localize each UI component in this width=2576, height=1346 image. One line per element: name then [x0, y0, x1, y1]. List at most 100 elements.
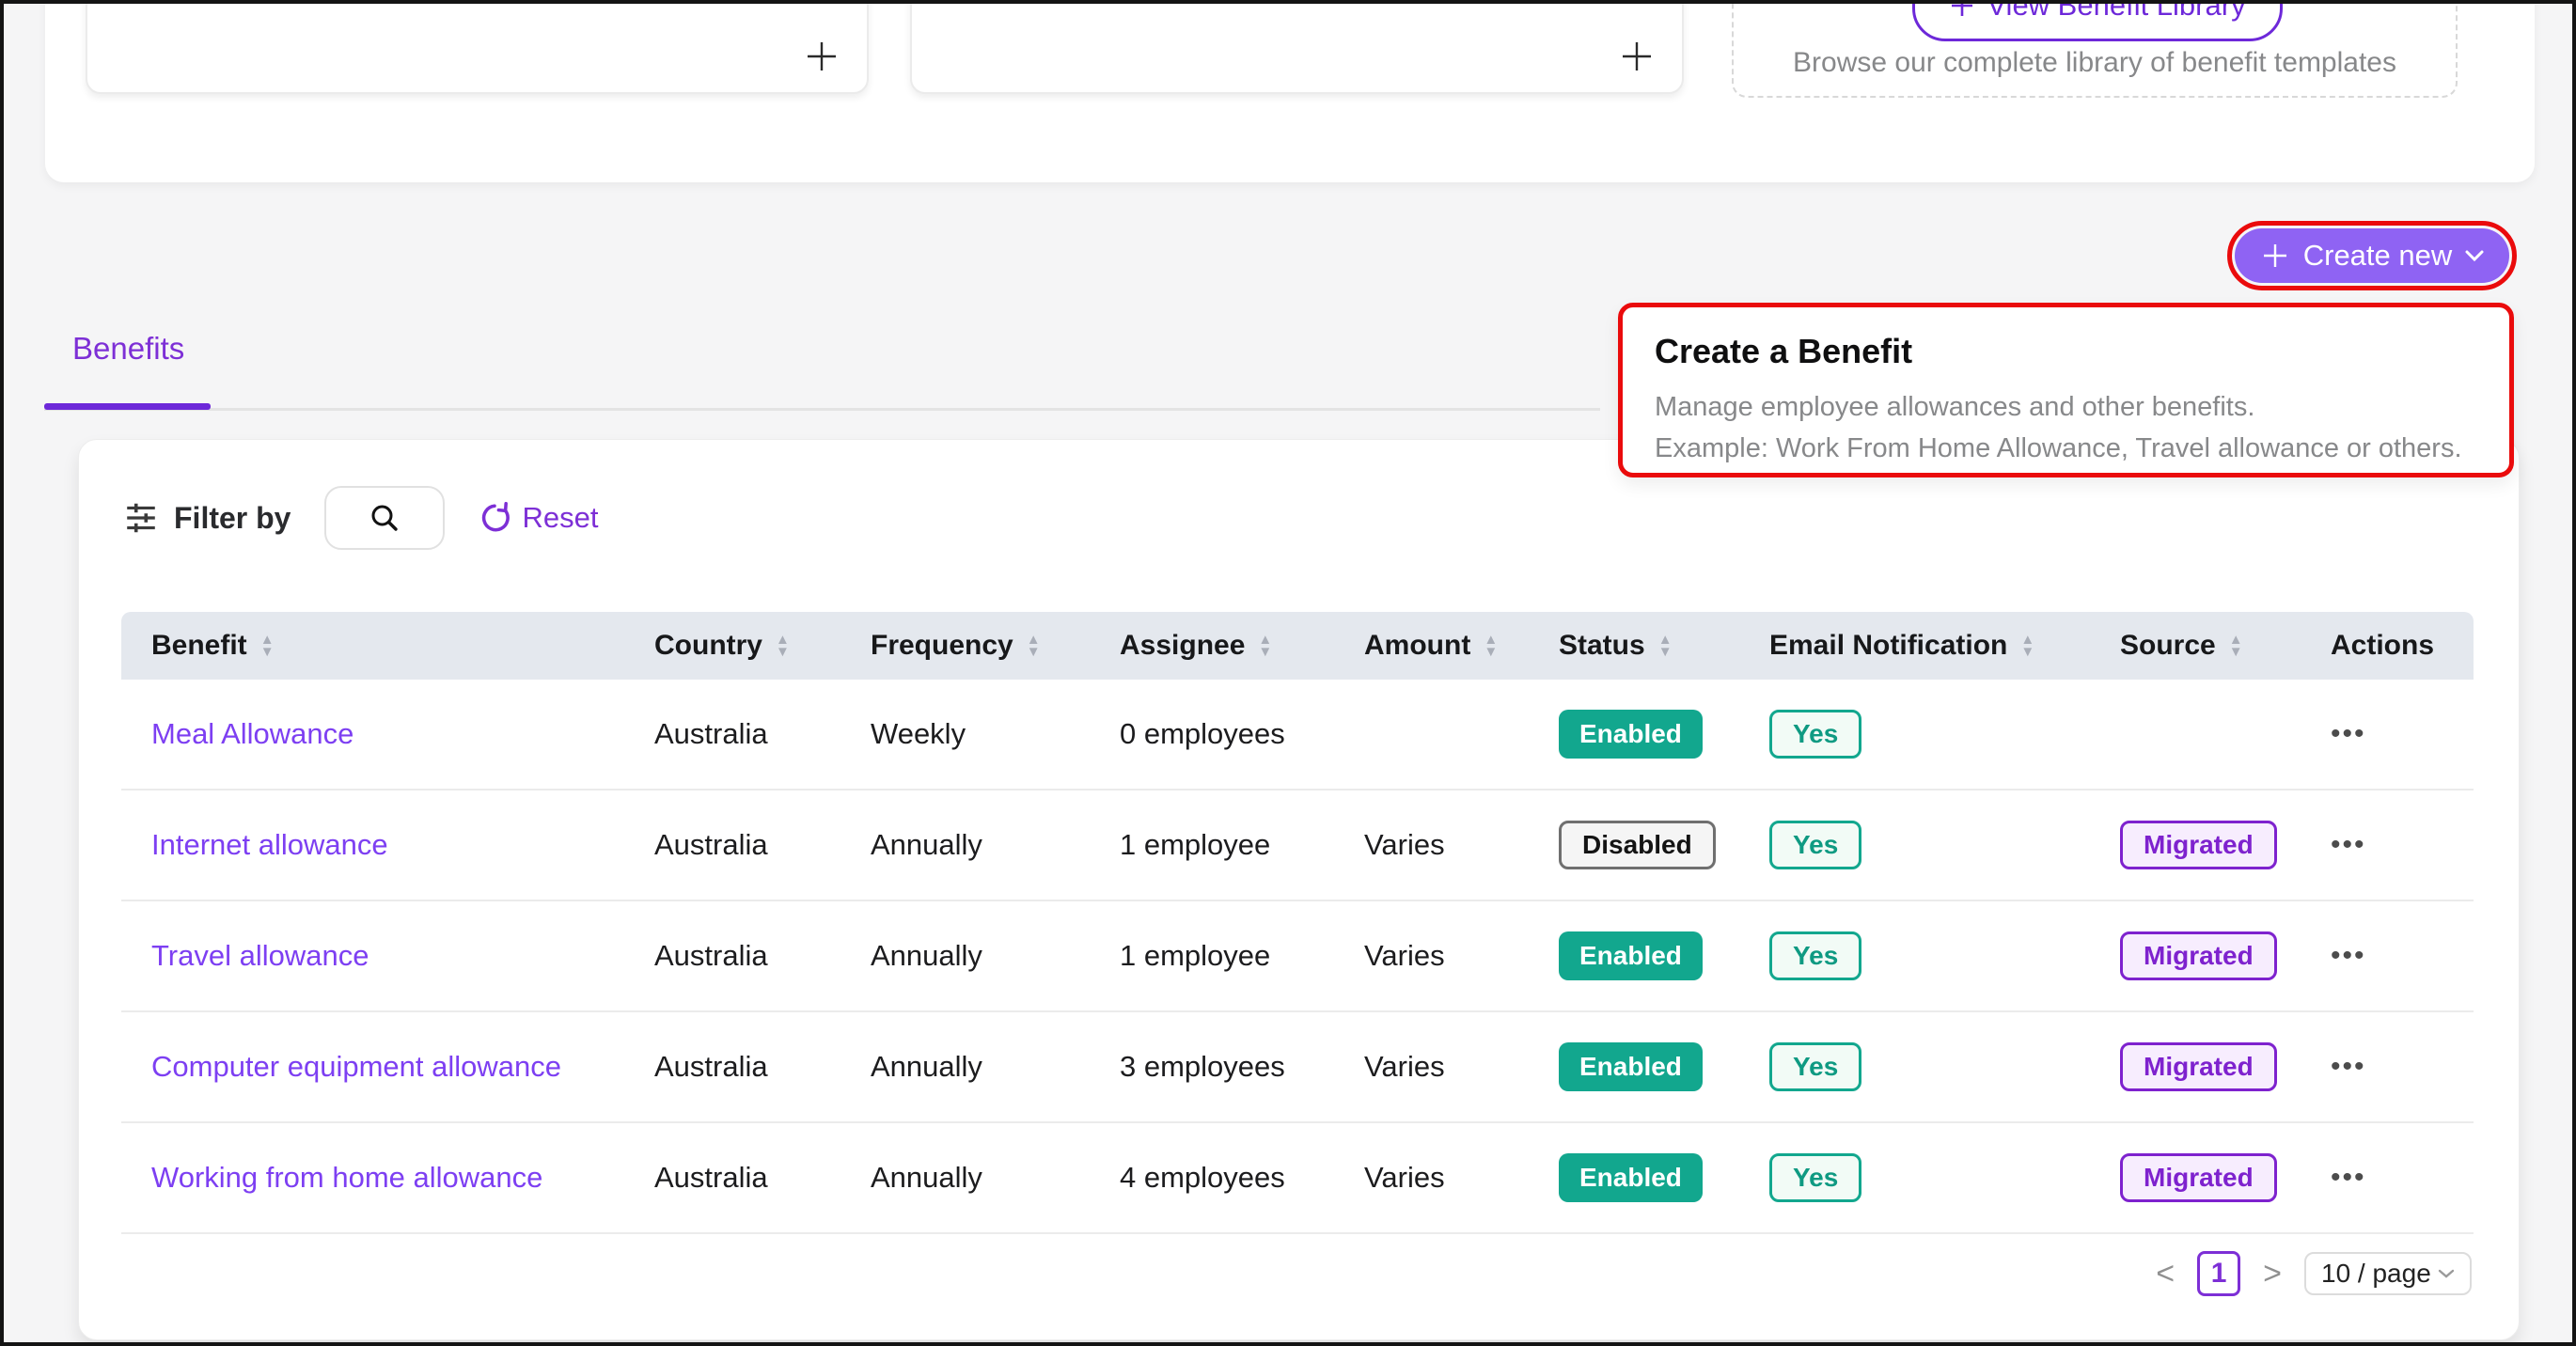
benefit-link[interactable]: Computer equipment allowance — [151, 1050, 561, 1083]
benefit-link[interactable]: Meal Allowance — [151, 717, 354, 750]
country-cell: Australia — [654, 717, 768, 750]
pagination-page-1[interactable]: 1 — [2197, 1251, 2241, 1296]
chevron-down-icon — [2465, 250, 2484, 261]
tab-benefits[interactable]: Benefits — [72, 331, 185, 366]
status-badge: Disabled — [1559, 821, 1716, 869]
sort-icon[interactable]: ▲ ▼ — [1484, 632, 1499, 660]
column-header-amount[interactable]: Amount ▲ ▼ — [1364, 630, 1499, 661]
plus-icon — [1623, 42, 1651, 70]
frequency-cell: Weekly — [871, 717, 966, 750]
search-icon — [371, 505, 399, 531]
column-header-actions: Actions — [2331, 630, 2435, 661]
email-notification-badge: Yes — [1769, 710, 1862, 759]
create-new-button[interactable]: Create new — [2235, 228, 2509, 283]
table-row: Internet allowance Australia Annually 1 … — [121, 790, 2474, 901]
create-new-label: Create new — [2302, 239, 2453, 272]
table-row: Meal Allowance Australia Weekly 0 employ… — [121, 680, 2474, 790]
annotation-highlight-create-new: Create new — [2227, 221, 2517, 290]
column-header-source[interactable]: Source ▲ ▼ — [2120, 630, 2243, 661]
benefit-library-card: View Benefit Library Browse our complete… — [1732, 0, 2458, 98]
sort-icon[interactable]: ▲ ▼ — [259, 632, 275, 660]
benefit-link[interactable]: Working from home allowance — [151, 1161, 543, 1194]
view-benefit-library-button[interactable]: View Benefit Library — [1912, 0, 2283, 41]
amount-cell: Varies — [1364, 1161, 1445, 1194]
row-actions-menu-button[interactable]: ••• — [2331, 940, 2366, 971]
reset-icon — [482, 502, 510, 532]
email-notification-badge: Yes — [1769, 931, 1862, 980]
pagination-prev-button[interactable]: < — [2156, 1255, 2175, 1291]
pagination-next-button[interactable]: > — [2263, 1255, 2282, 1291]
row-actions-menu-button[interactable]: ••• — [2331, 718, 2366, 749]
benefits-table-card: Filter by Reset Benefit ▲ ▼ Country ▲ ▼ Freq… — [78, 439, 2520, 1340]
email-notification-badge: Yes — [1769, 1153, 1862, 1202]
sort-icon[interactable]: ▲ ▼ — [776, 632, 790, 660]
table-row: Computer equipment allowance Australia A… — [121, 1012, 2474, 1123]
frequency-cell: Annually — [871, 1161, 982, 1194]
view-benefit-library-label: View Benefit Library — [1987, 0, 2246, 22]
assignee-cell: 1 employee — [1120, 828, 1271, 861]
status-badge: Enabled — [1559, 710, 1703, 759]
chevron-down-icon — [2438, 1269, 2455, 1278]
sort-icon[interactable]: ▲ ▼ — [2020, 632, 2035, 660]
source-badge: Migrated — [2120, 1153, 2277, 1202]
sort-icon[interactable]: ▲ ▼ — [2228, 632, 2243, 660]
row-actions-menu-button[interactable]: ••• — [2331, 1051, 2366, 1082]
amount-cell: Varies — [1364, 828, 1445, 861]
source-cell — [2090, 680, 2301, 789]
amount-cell: Varies — [1364, 939, 1445, 972]
reset-label: Reset — [522, 501, 599, 534]
frequency-cell: Annually — [871, 939, 982, 972]
status-badge: Enabled — [1559, 931, 1703, 980]
table-row: Travel allowance Australia Annually 1 em… — [121, 901, 2474, 1012]
row-actions-menu-button[interactable]: ••• — [2331, 1162, 2366, 1193]
plus-icon — [808, 42, 836, 70]
table-body: Meal Allowance Australia Weekly 0 employ… — [121, 680, 2474, 1234]
plus-icon — [2263, 244, 2286, 267]
create-benefit-tooltip: Create a Benefit Manage employee allowan… — [1618, 303, 2514, 477]
source-badge: Migrated — [2120, 1042, 2277, 1091]
page-size-value: 10 / page — [2321, 1259, 2431, 1288]
amount-cell — [1334, 680, 1529, 789]
benefit-link[interactable]: Internet allowance — [151, 828, 388, 861]
add-card-button[interactable] — [1616, 36, 1657, 77]
country-cell: Australia — [654, 939, 768, 972]
filter-by-label: Filter by — [174, 500, 291, 535]
amount-cell: Varies — [1364, 1050, 1445, 1083]
email-notification-badge: Yes — [1769, 1042, 1862, 1091]
frequency-cell: Annually — [871, 828, 982, 861]
column-header-benefit[interactable]: Benefit ▲ ▼ — [151, 630, 275, 661]
column-header-assignee[interactable]: Assignee ▲ ▼ — [1120, 630, 1273, 661]
frequency-cell: Annually — [871, 1050, 982, 1083]
tooltip-title: Create a Benefit — [1655, 332, 1913, 370]
row-actions-menu-button[interactable]: ••• — [2331, 829, 2366, 860]
sort-icon[interactable]: ▲ ▼ — [1657, 632, 1673, 660]
column-header-frequency[interactable]: Frequency ▲ ▼ — [871, 630, 1041, 661]
assignee-cell: 3 employees — [1120, 1050, 1285, 1083]
benefit-template-card-1[interactable] — [86, 0, 869, 94]
tab-active-underline — [44, 403, 211, 410]
source-badge: Migrated — [2120, 931, 2277, 980]
source-badge: Migrated — [2120, 821, 2277, 869]
assignee-cell: 1 employee — [1120, 939, 1271, 972]
reset-filters-button[interactable]: Reset — [479, 501, 598, 535]
status-badge: Enabled — [1559, 1153, 1703, 1202]
add-card-button[interactable] — [801, 36, 842, 77]
benefit-template-card-2[interactable] — [910, 0, 1684, 94]
benefit-link[interactable]: Travel allowance — [151, 939, 369, 972]
column-header-email-notification[interactable]: Email Notification ▲ ▼ — [1769, 630, 2035, 661]
column-header-country[interactable]: Country ▲ ▼ — [654, 630, 790, 661]
tabbar-divider — [44, 408, 1600, 411]
table-header: Benefit ▲ ▼ Country ▲ ▼ Frequency ▲ ▼ Assignee… — [121, 612, 2474, 680]
country-cell: Australia — [654, 1050, 768, 1083]
sort-icon[interactable]: ▲ ▼ — [1258, 632, 1273, 660]
email-notification-badge: Yes — [1769, 821, 1862, 869]
assignee-cell: 4 employees — [1120, 1161, 1285, 1194]
tooltip-line-2: Example: Work From Home Allowance, Trave… — [1655, 433, 2462, 463]
sort-icon[interactable]: ▲ ▼ — [1026, 632, 1041, 660]
page-size-select[interactable]: 10 / page — [2304, 1252, 2472, 1295]
column-header-status[interactable]: Status ▲ ▼ — [1559, 630, 1673, 661]
country-cell: Australia — [654, 1161, 768, 1194]
status-badge: Enabled — [1559, 1042, 1703, 1091]
country-cell: Australia — [654, 828, 768, 861]
search-input[interactable] — [324, 486, 446, 550]
